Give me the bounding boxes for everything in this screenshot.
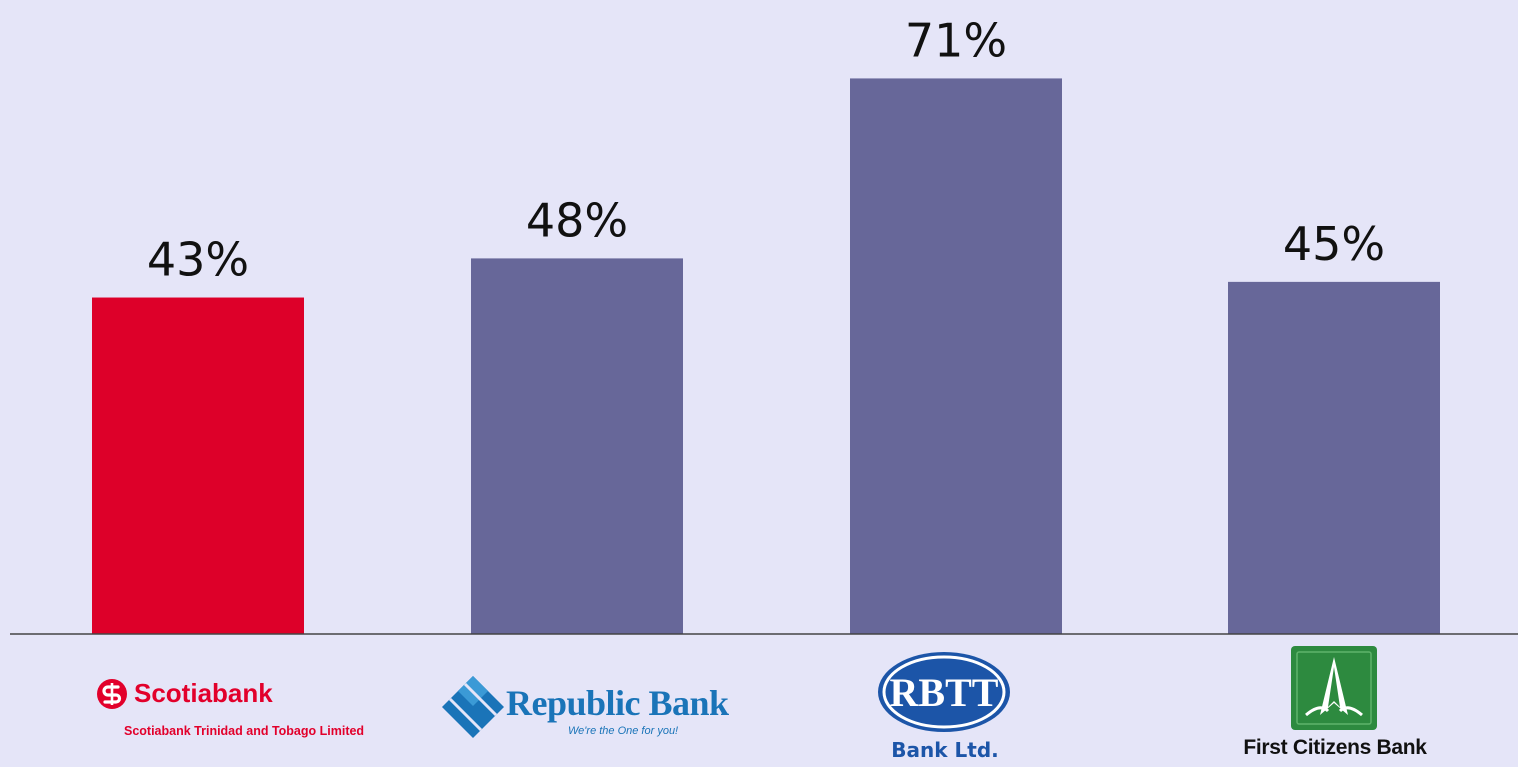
republic-diamond-icon xyxy=(442,676,504,738)
bars xyxy=(92,78,1440,635)
rbtt-emblem-text: RBTT xyxy=(890,670,999,715)
scotiabank-name: Scotiabank xyxy=(134,678,273,708)
first-citizens-tree-icon xyxy=(1291,646,1377,730)
value-label-4: 45% xyxy=(1283,217,1385,271)
value-label-2: 48% xyxy=(526,193,628,247)
bar-1 xyxy=(92,297,304,634)
rbtt-logo: RBTT Bank Ltd. xyxy=(870,650,1020,767)
rbtt-emblem: RBTT xyxy=(878,652,1010,732)
scotiabank-subtitle: Scotiabank Trinidad and Tobago Limited xyxy=(124,724,365,738)
bar-4 xyxy=(1228,281,1440,634)
value-label-3: 71% xyxy=(905,13,1007,67)
scotiabank-s-icon xyxy=(97,679,127,709)
first-citizens-name: First Citizens Bank xyxy=(1243,736,1427,759)
value-label-1: 43% xyxy=(147,233,249,287)
rbtt-subtitle: Bank Ltd. xyxy=(891,738,999,762)
republic-bank-logo: Republic Bank We're the One for you! xyxy=(440,672,730,744)
republic-bank-name: Republic Bank xyxy=(506,683,729,723)
republic-bank-tagline: We're the One for you! xyxy=(568,725,679,737)
scotiabank-logo: Scotiabank Scotiabank Trinidad and Tobag… xyxy=(94,676,374,746)
bar-3 xyxy=(850,78,1062,635)
first-citizens-logo: First Citizens Bank xyxy=(1230,645,1440,767)
value-labels: 43% 48% 71% 45% xyxy=(147,13,1385,286)
bar-2 xyxy=(471,258,683,634)
